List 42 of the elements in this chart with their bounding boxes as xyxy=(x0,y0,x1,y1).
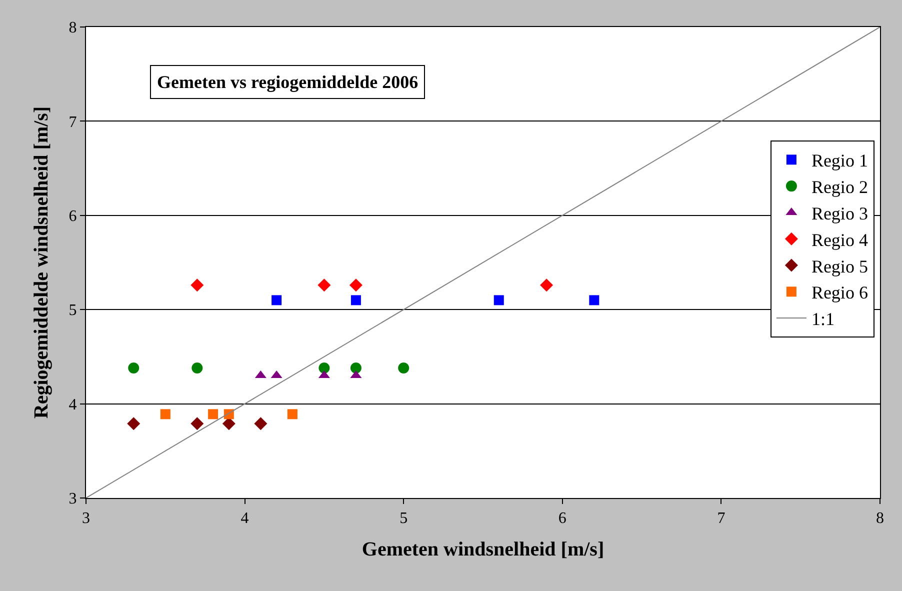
point xyxy=(287,409,298,420)
x-tick-label: 3 xyxy=(82,510,90,528)
y-tick-label: 7 xyxy=(68,114,77,131)
point xyxy=(494,295,504,306)
point xyxy=(254,417,268,430)
x-tick-label: 7 xyxy=(717,510,726,528)
point xyxy=(589,295,600,306)
legend-label: Regio 2 xyxy=(811,177,868,198)
point xyxy=(540,278,554,292)
point xyxy=(350,362,362,374)
point xyxy=(318,362,330,374)
point xyxy=(350,295,361,306)
y-tick-label: 3 xyxy=(68,490,77,508)
x-tick-label: 6 xyxy=(558,510,566,528)
legend-label: Regio 5 xyxy=(811,256,868,276)
y-tick-label: 6 xyxy=(68,208,77,225)
x-tick-label: 4 xyxy=(240,510,249,528)
point xyxy=(398,362,410,374)
legend-label: Regio 6 xyxy=(811,282,868,303)
x-tick-label: 5 xyxy=(400,510,408,528)
point xyxy=(349,278,362,292)
legend-label: Regio 3 xyxy=(811,203,868,224)
legend-label: 1:1 xyxy=(811,309,834,330)
text: Gemeten vs regiogemiddelde 2006 xyxy=(157,72,418,92)
point xyxy=(318,278,331,292)
x-tick-label: 8 xyxy=(876,510,884,528)
x-axis-title: Gemeten windsnelheid [m/s] xyxy=(362,538,604,561)
point xyxy=(190,417,204,430)
point xyxy=(160,409,170,420)
point xyxy=(128,362,140,374)
point xyxy=(190,278,204,292)
point xyxy=(208,409,218,420)
y-tick-label: 5 xyxy=(68,302,77,320)
point xyxy=(192,362,203,374)
y-axis-title: Regiogemiddelde windsnelheid [m/s] xyxy=(30,106,52,419)
y-tick-label: 8 xyxy=(68,20,77,37)
legend-label: Regio 4 xyxy=(811,230,868,250)
point xyxy=(272,295,282,306)
y-tick-label: 4 xyxy=(68,396,77,414)
point xyxy=(222,417,236,430)
point xyxy=(127,417,140,430)
legend-label: Regio 1 xyxy=(811,150,868,171)
